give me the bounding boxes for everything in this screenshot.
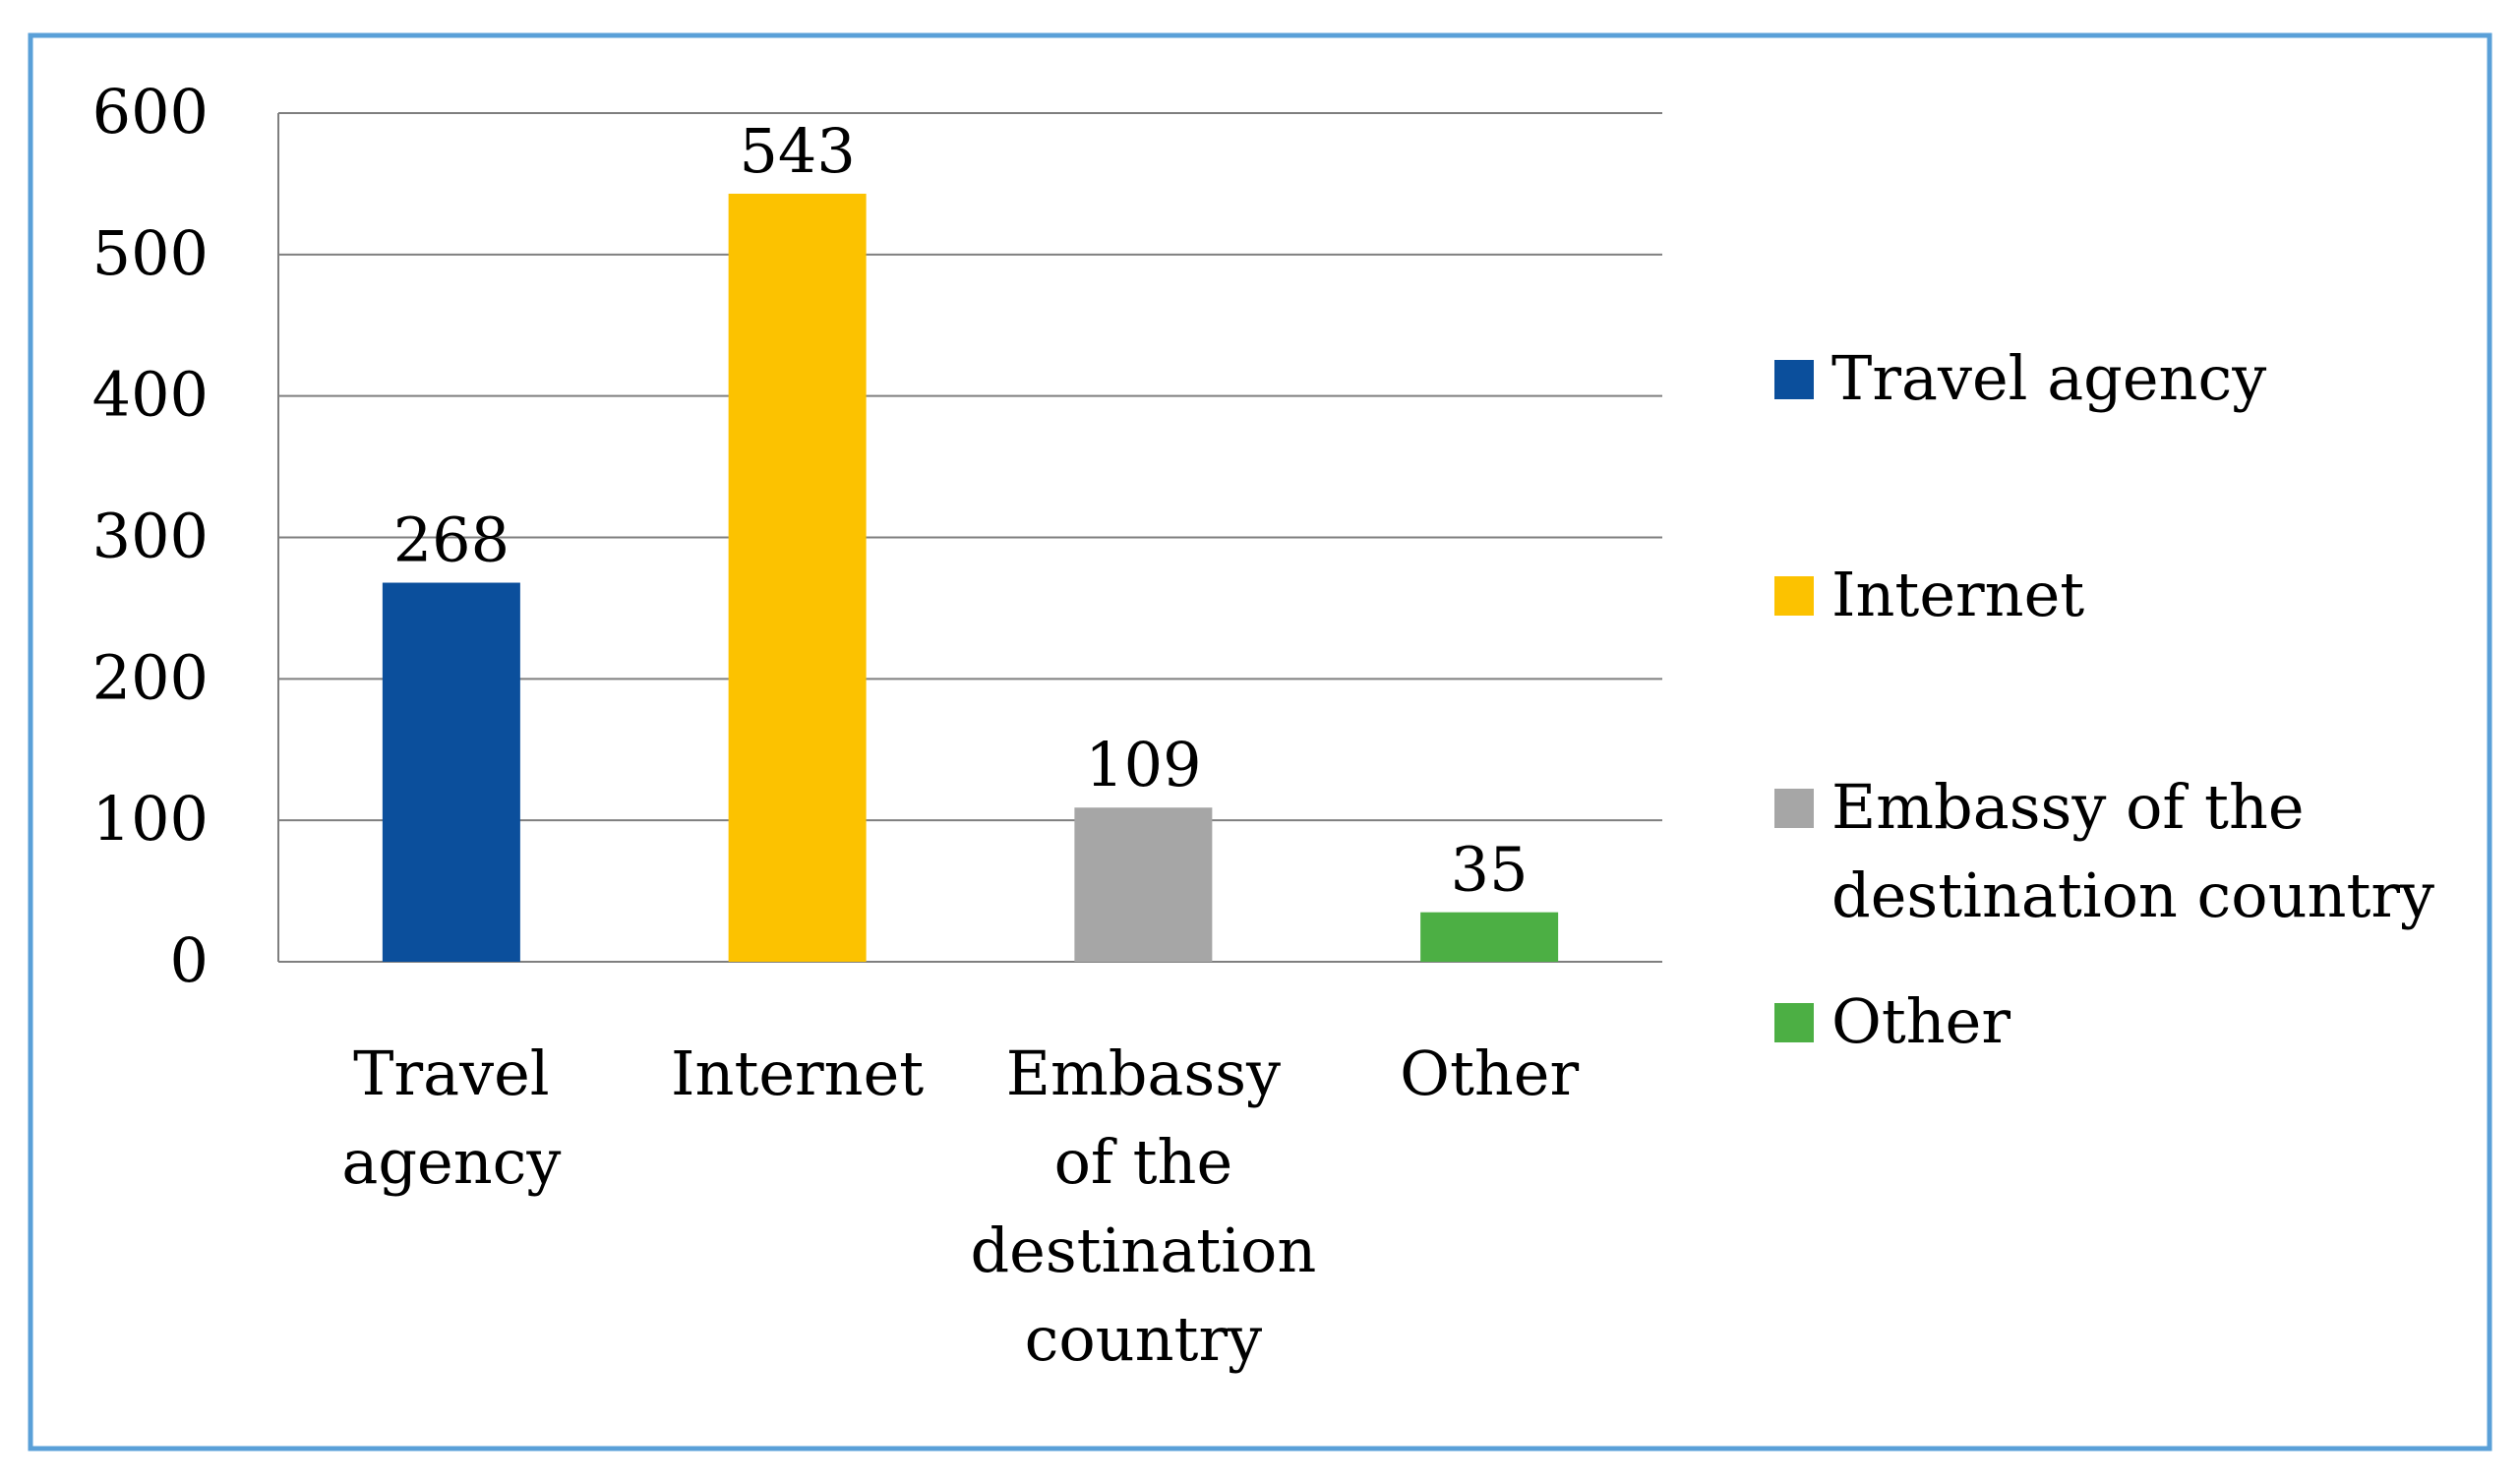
- legend-label: Travel agency: [1831, 342, 2266, 414]
- x-tick-label: Embassy: [1006, 1037, 1281, 1109]
- y-tick-label: 300: [92, 501, 209, 572]
- x-tick-label: Internet: [671, 1037, 924, 1109]
- x-tick-label: destination: [970, 1214, 1316, 1286]
- legend-label: destination country: [1831, 859, 2434, 931]
- legend-swatch: [1774, 1003, 1814, 1042]
- bar: [383, 583, 520, 962]
- data-label: 109: [1085, 729, 1201, 800]
- data-label: 543: [739, 115, 855, 187]
- x-tick-label: agency: [341, 1126, 561, 1198]
- legend-label: Other: [1831, 985, 2010, 1057]
- y-tick-label: 400: [92, 359, 209, 431]
- y-tick-label: 600: [92, 76, 209, 148]
- legend-label: Internet: [1831, 559, 2084, 630]
- x-tick-label: of the: [1054, 1126, 1233, 1198]
- y-tick-label: 0: [170, 924, 209, 996]
- x-tick-label: Travel: [353, 1037, 550, 1109]
- legend-label: Embassy of the: [1831, 771, 2305, 843]
- x-tick-label: Other: [1400, 1037, 1579, 1109]
- legend-swatch: [1774, 789, 1814, 828]
- bar: [729, 194, 867, 962]
- y-tick-label: 100: [92, 783, 209, 855]
- bar: [1074, 807, 1212, 962]
- data-label: 268: [393, 504, 510, 576]
- legend-swatch: [1774, 360, 1814, 399]
- bar: [1420, 913, 1558, 962]
- legend-swatch: [1774, 576, 1814, 616]
- y-tick-label: 500: [92, 217, 209, 289]
- y-tick-label: 200: [92, 641, 209, 713]
- data-label: 35: [1451, 834, 1529, 906]
- x-tick-label: country: [1025, 1303, 1263, 1375]
